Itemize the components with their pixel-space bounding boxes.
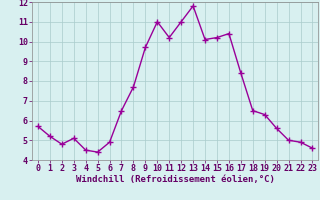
X-axis label: Windchill (Refroidissement éolien,°C): Windchill (Refroidissement éolien,°C) — [76, 175, 275, 184]
